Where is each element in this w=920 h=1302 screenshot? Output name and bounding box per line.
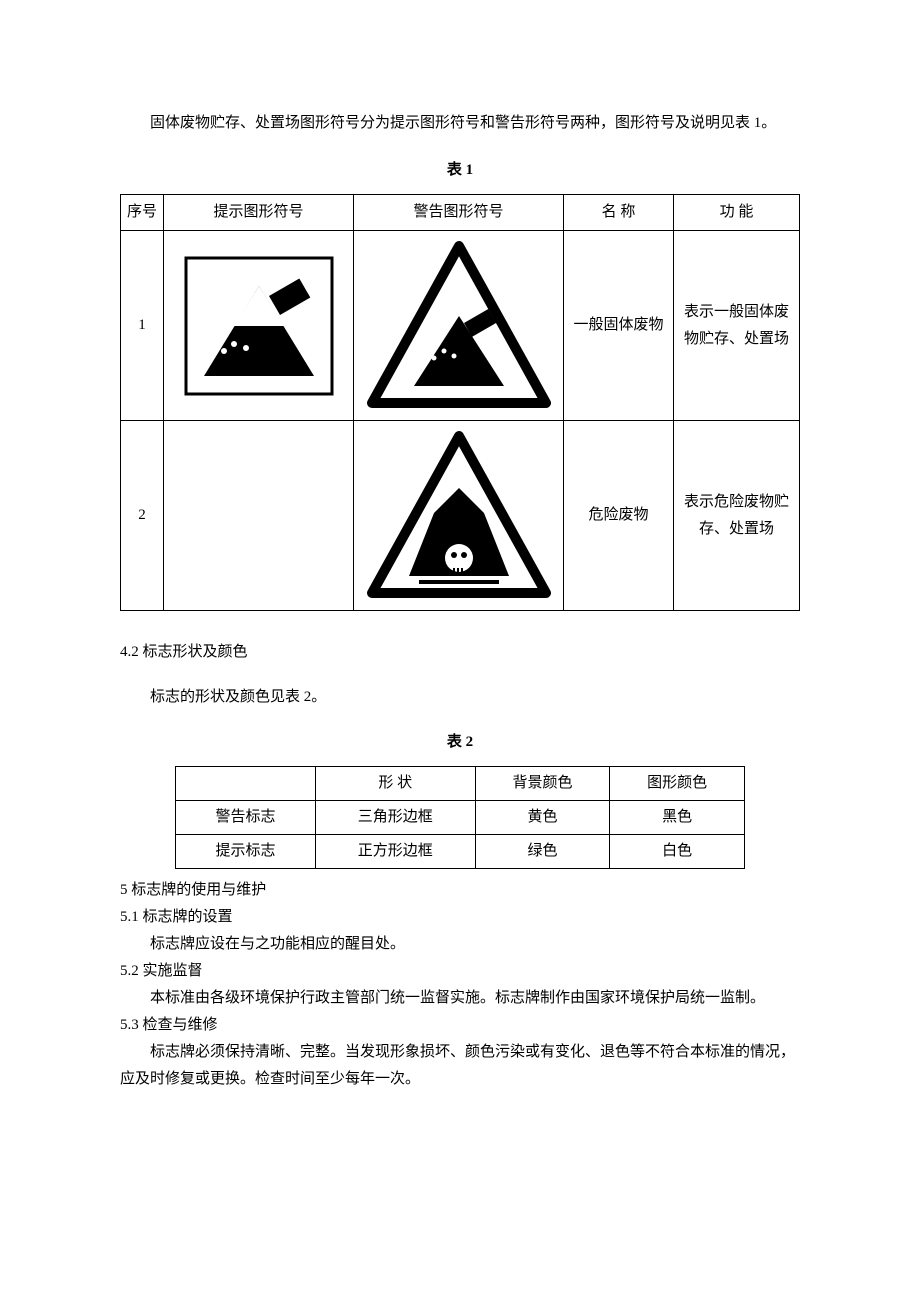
t1-r2-seq: 2 [121,421,164,611]
table-row: 警告标志 三角形边框 黄色 黑色 [176,801,745,835]
t1-r2-func: 表示危险废物贮存、处置场 [674,421,800,611]
t1-r2-name: 危险废物 [564,421,674,611]
hazardous-waste-warning-icon [360,425,557,606]
table2: 形 状 背景颜色 图形颜色 警告标志 三角形边框 黄色 黑色 提示标志 正方形边… [175,766,745,869]
t1-hdr-sym2: 警告图形符号 [354,195,564,231]
t2-hdr-bg: 背景颜色 [475,767,610,801]
t1-r1-name: 一般固体废物 [564,231,674,421]
t1-hdr-name: 名 称 [564,195,674,231]
t1-hdr-sym1: 提示图形符号 [164,195,354,231]
section-5-heading: 5 标志牌的使用与维护 [120,877,800,904]
t1-r1-func: 表示一般固体废物贮存、处置场 [674,231,800,421]
t2-hdr-fg: 图形颜色 [610,767,745,801]
general-waste-warning-icon [360,235,557,416]
t2-r1-fg: 黑色 [610,801,745,835]
t2-r2-bg: 绿色 [475,835,610,869]
section-5-2-text: 本标准由各级环境保护行政主管部门统一监督实施。标志牌制作由国家环境保护局统一监制… [120,985,800,1012]
t1-hdr-func: 功 能 [674,195,800,231]
section-5-1-text: 标志牌应设在与之功能相应的醒目处。 [120,931,800,958]
table2-caption: 表 2 [120,729,800,756]
t2-r1-shape: 三角形边框 [316,801,476,835]
t2-r2-label: 提示标志 [176,835,316,869]
t2-r2-fg: 白色 [610,835,745,869]
t2-r1-label: 警告标志 [176,801,316,835]
section-4-2-heading: 4.2 标志形状及颜色 [120,639,800,666]
t2-hdr-empty [176,767,316,801]
intro-paragraph: 固体废物贮存、处置场图形符号分为提示图形符号和警告形符号两种，图形符号及说明见表… [120,110,800,137]
general-waste-hint-icon [170,235,347,416]
section-5-3-text: 标志牌必须保持清晰、完整。当发现形象损坏、颜色污染或有变化、退色等不符合本标准的… [120,1039,800,1093]
table1-caption: 表 1 [120,157,800,184]
section-5-2-heading: 5.2 实施监督 [120,958,800,985]
section-5-1-heading: 5.1 标志牌的设置 [120,904,800,931]
t1-hdr-seq: 序号 [121,195,164,231]
section-5-3-heading: 5.3 检查与维修 [120,1012,800,1039]
t2-hdr-shape: 形 状 [316,767,476,801]
t1-r1-seq: 1 [121,231,164,421]
section-4-2-text: 标志的形状及颜色见表 2。 [120,684,800,711]
t2-r2-shape: 正方形边框 [316,835,476,869]
t2-r1-bg: 黄色 [475,801,610,835]
table-row: 提示标志 正方形边框 绿色 白色 [176,835,745,869]
t1-r2-sym1 [164,421,354,611]
table1: 序号 提示图形符号 警告图形符号 名 称 功 能 1 [120,194,800,611]
table-row: 1 [121,231,800,421]
table-row: 2 危险废物 表示危 [121,421,800,611]
